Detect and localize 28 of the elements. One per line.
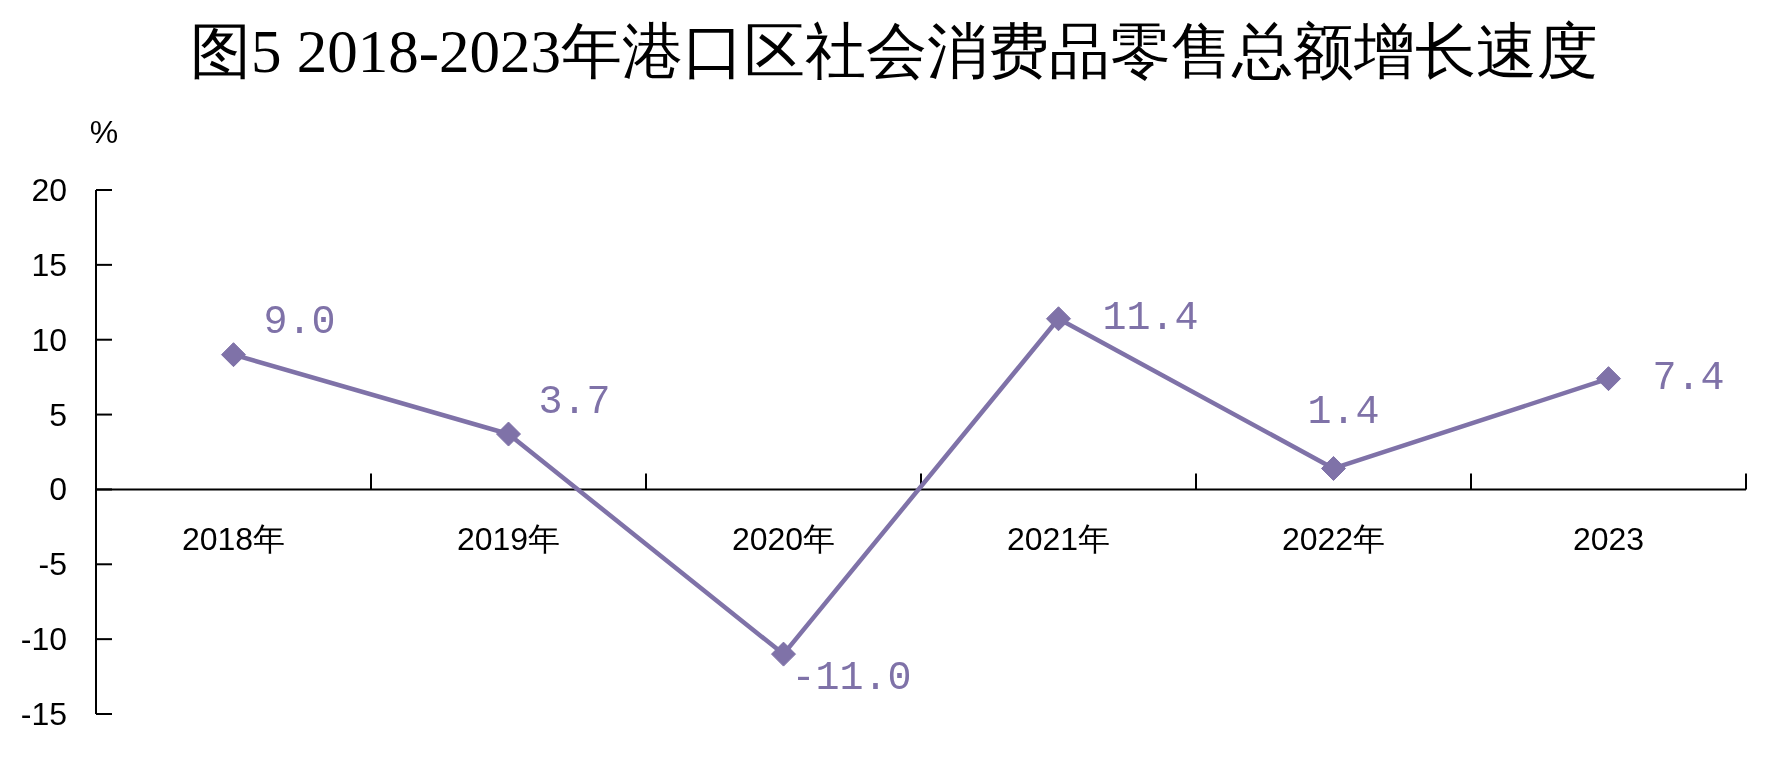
point	[771, 641, 796, 667]
point	[496, 421, 521, 447]
data-label: 7.4	[1652, 356, 1725, 402]
data-label: -11.0	[791, 655, 912, 701]
y-axis-title: %	[89, 114, 119, 150]
point	[221, 342, 246, 368]
y-tick-label: 0	[49, 471, 67, 508]
data-label: 11.4	[1102, 296, 1199, 342]
data-label: 3.7	[538, 379, 611, 425]
x-tick-label: 2023	[1572, 521, 1645, 558]
x-tick-label: 2018年	[181, 521, 286, 558]
x-tick-label: 2021年	[1006, 521, 1111, 558]
x-tick-label: 2022年	[1281, 521, 1386, 558]
x-tick-label: 2020年	[731, 521, 836, 558]
data-label: 1.4	[1307, 389, 1380, 435]
x-tick-label: 2019年	[456, 521, 561, 558]
data-label: 9.0	[263, 300, 336, 346]
point	[1321, 455, 1346, 481]
y-tick-label: 15	[31, 246, 67, 283]
point	[1596, 366, 1621, 392]
y-tick-label: 5	[49, 396, 67, 433]
chart-title: 图5 2018-2023年港口区社会消费品零售总额增长速度	[189, 17, 1599, 85]
y-tick-label: 20	[31, 172, 67, 208]
y-tick-label: -15	[20, 696, 67, 732]
y-tick-label: -10	[20, 621, 67, 658]
point	[1046, 306, 1071, 332]
y-tick-label: 10	[31, 321, 67, 358]
y-tick-label: -5	[38, 546, 67, 583]
